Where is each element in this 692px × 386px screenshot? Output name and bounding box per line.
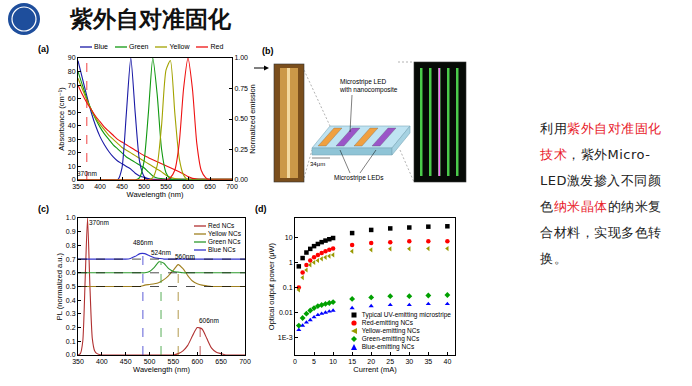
html-text:Typical UV-emitting microstrip: Typical UV-emitting microstripe — [361, 311, 451, 318]
svg-text:0.75: 0.75 — [234, 85, 248, 92]
svg-text:0.9: 0.9 — [66, 228, 76, 235]
svg-text:0.50: 0.50 — [234, 115, 248, 122]
svg-text:650: 650 — [215, 358, 227, 365]
html-text:Yellow-emitting NCs: Yellow-emitting NCs — [361, 327, 420, 334]
svg-text:0.7: 0.7 — [66, 256, 76, 263]
svg-text:400: 400 — [94, 183, 106, 190]
html-text:Red-emitting NCs: Red-emitting NCs — [361, 319, 414, 326]
svg-text:0.5: 0.5 — [66, 283, 76, 290]
svg-text:600: 600 — [182, 183, 194, 190]
html-text:(b): (b) — [262, 46, 274, 56]
svg-text:606nm: 606nm — [199, 317, 219, 324]
html-text:Green NCs: Green NCs — [208, 238, 241, 245]
svg-text:450: 450 — [116, 183, 128, 190]
html-text:(d): (d) — [255, 204, 267, 214]
svg-text:1.00: 1.00 — [234, 54, 248, 61]
html-text:Yellow: Yellow — [169, 43, 190, 50]
svg-text:0.3: 0.3 — [66, 310, 76, 317]
svg-text:0.2: 0.2 — [66, 324, 76, 331]
html-text:Blue: Blue — [94, 43, 108, 50]
svg-text:Absorbance (cm⁻¹): Absorbance (cm⁻¹) — [57, 87, 66, 151]
svg-text:370nm: 370nm — [89, 219, 109, 226]
svg-text:1E-3: 1E-3 — [278, 334, 293, 341]
html-text:Blue NCs: Blue NCs — [208, 246, 236, 253]
svg-text:600: 600 — [191, 358, 203, 365]
svg-text:0.1: 0.1 — [283, 284, 293, 291]
svg-text:0.25: 0.25 — [234, 146, 248, 153]
svg-text:60: 60 — [68, 95, 76, 102]
svg-text:0.6: 0.6 — [66, 269, 76, 276]
svg-text:80: 80 — [68, 68, 76, 75]
svg-text:500: 500 — [138, 183, 150, 190]
svg-text:10: 10 — [68, 163, 76, 170]
html-text:Green: Green — [129, 43, 149, 50]
svg-text:Normalized emission: Normalized emission — [248, 84, 257, 154]
svg-text:25: 25 — [386, 358, 394, 365]
svg-text:500: 500 — [144, 358, 156, 365]
svg-text:5: 5 — [312, 358, 316, 365]
svg-text:0.1: 0.1 — [66, 338, 76, 345]
svg-text:30: 30 — [68, 136, 76, 143]
html-text:Yellow NCs: Yellow NCs — [208, 230, 241, 237]
svg-text:90: 90 — [68, 54, 76, 61]
svg-text:0: 0 — [72, 176, 76, 183]
svg-text:15: 15 — [348, 358, 356, 365]
svg-text:Microstripe LEDs: Microstripe LEDs — [334, 174, 384, 182]
html-text:Blue-emitting NCs: Blue-emitting NCs — [361, 343, 415, 350]
svg-text:30: 30 — [405, 358, 413, 365]
svg-text:0.4: 0.4 — [66, 297, 76, 304]
html-text:(a): (a) — [38, 44, 49, 54]
html-text:紫外自对准固化: 紫外自对准固化 — [70, 6, 231, 32]
svg-text:370nm: 370nm — [77, 170, 97, 177]
svg-text:550: 550 — [168, 358, 180, 365]
svg-text:10: 10 — [285, 234, 293, 241]
html-text:(c): (c) — [38, 204, 49, 214]
svg-text:400: 400 — [96, 358, 108, 365]
svg-text:524nm: 524nm — [151, 249, 171, 256]
svg-text:20: 20 — [367, 358, 375, 365]
svg-text:Microstripe LED: Microstripe LED — [340, 78, 387, 86]
svg-text:20: 20 — [68, 149, 76, 156]
svg-text:1.0: 1.0 — [66, 214, 76, 221]
svg-text:40: 40 — [443, 358, 451, 365]
html-text:Green-emitting NCs: Green-emitting NCs — [361, 335, 420, 342]
svg-text:with nanocomposite: with nanocomposite — [339, 86, 398, 94]
svg-text:0.0: 0.0 — [66, 351, 76, 358]
svg-text:Optical output power (μW): Optical output power (μW) — [267, 242, 276, 330]
svg-text:70: 70 — [68, 82, 76, 89]
svg-text:450: 450 — [120, 358, 132, 365]
svg-text:Current (mA): Current (mA) — [353, 365, 397, 374]
svg-text:10: 10 — [329, 358, 337, 365]
svg-text:700: 700 — [239, 358, 251, 365]
svg-text:PL (normalized a.u.): PL (normalized a.u.) — [55, 252, 64, 320]
svg-text:560nm: 560nm — [175, 253, 195, 260]
svg-text:550: 550 — [160, 183, 172, 190]
svg-text:350: 350 — [72, 358, 84, 365]
svg-text:486nm: 486nm — [133, 239, 153, 246]
svg-text:0: 0 — [293, 358, 297, 365]
svg-text:650: 650 — [204, 183, 216, 190]
svg-text:35: 35 — [424, 358, 432, 365]
svg-text:50: 50 — [68, 109, 76, 116]
html-text:Red NCs: Red NCs — [208, 222, 235, 229]
svg-text:0.01: 0.01 — [279, 309, 293, 316]
svg-text:350: 350 — [72, 183, 84, 190]
svg-text:Wavelength (nm): Wavelength (nm) — [133, 365, 190, 374]
svg-text:34μm: 34μm — [310, 161, 325, 167]
svg-text:40: 40 — [68, 122, 76, 129]
svg-text:700: 700 — [226, 183, 238, 190]
svg-text:Wavelength (nm): Wavelength (nm) — [127, 190, 184, 199]
html-text:利用紫外自对准固化技术，紫外Micro-LED激发掺入不同颜: 利用紫外自对准固化技术，紫外Micro-LED激发掺入不同颜色纳米晶体的纳米复合… — [540, 121, 662, 266]
html-text:Red: Red — [210, 43, 224, 50]
svg-text:0.00: 0.00 — [234, 176, 248, 183]
svg-text:0.8: 0.8 — [66, 242, 76, 249]
svg-text:1: 1 — [289, 259, 293, 266]
